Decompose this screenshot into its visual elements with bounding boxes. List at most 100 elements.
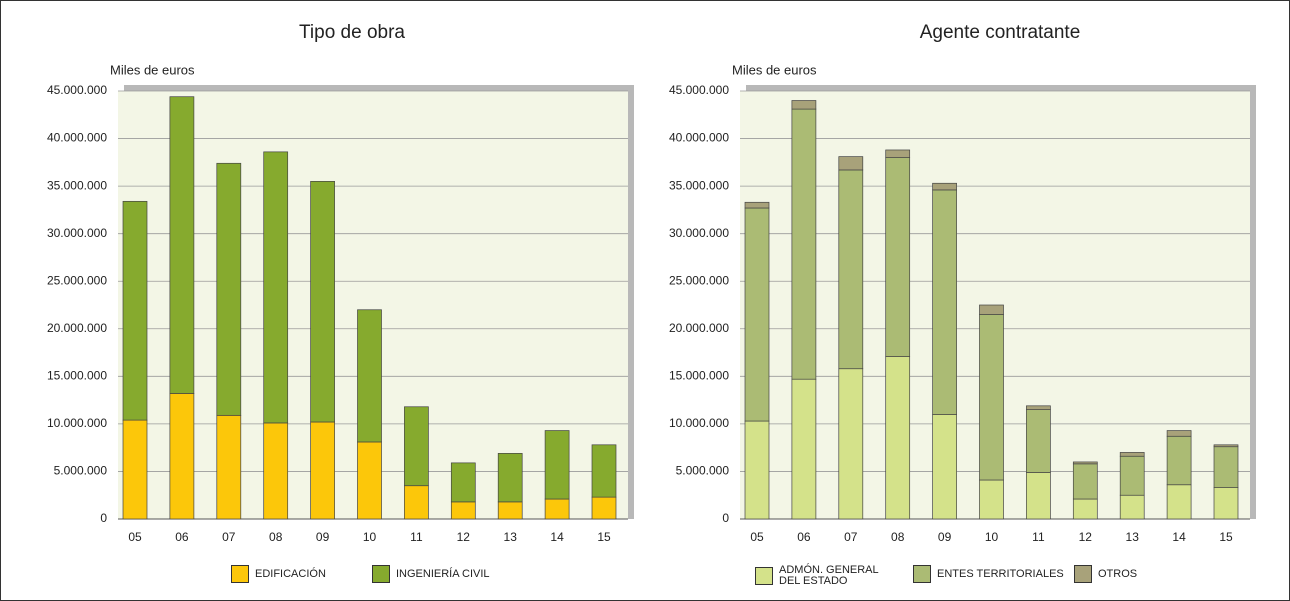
legend-item: OTROS bbox=[1074, 565, 1137, 583]
y-tick-label: 5.000.000 bbox=[676, 464, 730, 478]
y-tick-label: 5.000.000 bbox=[54, 464, 108, 478]
bar-segment bbox=[744, 201, 770, 209]
legend-label: OTROS bbox=[1098, 567, 1138, 580]
legend-item: INGENIERÍA CIVIL bbox=[372, 565, 490, 583]
bar-segment bbox=[169, 393, 195, 520]
bar-segment bbox=[885, 157, 911, 357]
legend-label: ENTES TERRITORIALES bbox=[937, 567, 1064, 580]
y-tick-label: 20.000.000 bbox=[669, 321, 729, 335]
bar-segment bbox=[404, 406, 429, 487]
bar-segment bbox=[1026, 472, 1051, 520]
bar-segment bbox=[263, 422, 289, 520]
x-tick-label: 12 bbox=[457, 530, 471, 544]
bar-segment bbox=[263, 151, 289, 424]
bar-segment bbox=[357, 441, 382, 520]
bar-segment bbox=[122, 419, 148, 520]
bar-segment bbox=[1166, 484, 1192, 520]
legend-swatch bbox=[913, 565, 931, 583]
x-tick-label: 09 bbox=[316, 530, 330, 544]
bar-segment bbox=[838, 169, 864, 370]
bar-segment bbox=[1026, 409, 1051, 473]
bar-segment bbox=[357, 309, 382, 443]
bar-segment bbox=[791, 108, 817, 380]
bar-segment bbox=[497, 501, 523, 520]
x-tick-label: 13 bbox=[504, 530, 518, 544]
bar-segment bbox=[979, 304, 1004, 315]
bar-segment bbox=[544, 430, 570, 500]
bar-segment bbox=[1213, 444, 1239, 448]
x-tick-label: 07 bbox=[844, 530, 858, 544]
bar-segment bbox=[404, 485, 429, 520]
chart-title: Tipo de obra bbox=[299, 22, 405, 43]
bar-segment bbox=[1119, 455, 1145, 496]
bar-segment bbox=[932, 182, 957, 191]
y-tick-label: 15.000.000 bbox=[47, 369, 107, 383]
bar-segment bbox=[885, 356, 911, 520]
bar-segment bbox=[310, 421, 335, 520]
x-tick-label: 13 bbox=[1126, 530, 1140, 544]
y-tick-label: 0 bbox=[100, 511, 107, 525]
y-tick-label: 25.000.000 bbox=[669, 273, 729, 287]
y-axis-label: Miles de euros bbox=[732, 62, 817, 77]
bar-segment bbox=[979, 314, 1004, 481]
x-tick-label: 12 bbox=[1079, 530, 1093, 544]
bar-segment bbox=[591, 444, 617, 498]
y-tick-label: 0 bbox=[722, 511, 729, 525]
bar-segment bbox=[1026, 405, 1051, 410]
y-tick-label: 40.000.000 bbox=[669, 131, 729, 145]
legend-swatch bbox=[755, 567, 773, 585]
bar-segment bbox=[216, 414, 242, 520]
legend-swatch bbox=[372, 565, 390, 583]
bar-segment bbox=[1119, 494, 1145, 520]
bar-segment bbox=[838, 368, 864, 520]
chart-title: Agente contratante bbox=[920, 22, 1081, 43]
bar-segment bbox=[979, 479, 1004, 520]
legend-item: ENTES TERRITORIALES bbox=[913, 565, 1064, 583]
y-axis-label: Miles de euros bbox=[110, 62, 195, 77]
bar-segment bbox=[1166, 430, 1192, 437]
bar-segment bbox=[1072, 463, 1098, 500]
bar-segment bbox=[169, 96, 195, 394]
x-tick-label: 05 bbox=[750, 530, 764, 544]
x-tick-label: 06 bbox=[175, 530, 189, 544]
bar-segment bbox=[838, 156, 864, 171]
x-tick-label: 08 bbox=[269, 530, 283, 544]
legend-item: ADMÓN. GENERAL DEL ESTADO bbox=[755, 565, 879, 587]
x-tick-label: 09 bbox=[938, 530, 952, 544]
bar-segment bbox=[310, 181, 335, 423]
bar-segment bbox=[791, 378, 817, 520]
bar-segment bbox=[1119, 452, 1145, 457]
legend-item: EDIFICACIÓN bbox=[231, 565, 326, 583]
bar-segment bbox=[544, 498, 570, 520]
bar-segment bbox=[885, 149, 911, 158]
bar-segment bbox=[1166, 435, 1192, 486]
bar-segment bbox=[744, 207, 770, 422]
legend-swatch bbox=[231, 565, 249, 583]
x-tick-label: 07 bbox=[222, 530, 236, 544]
x-tick-label: 15 bbox=[597, 530, 611, 544]
y-tick-label: 40.000.000 bbox=[47, 131, 107, 145]
y-tick-label: 45.000.000 bbox=[47, 83, 107, 97]
bar-segment bbox=[216, 162, 242, 416]
x-tick-label: 08 bbox=[891, 530, 905, 544]
y-tick-label: 10.000.000 bbox=[669, 416, 729, 430]
x-tick-label: 14 bbox=[550, 530, 564, 544]
legend-label: INGENIERÍA CIVIL bbox=[396, 567, 490, 580]
bar-segment bbox=[450, 462, 476, 503]
x-tick-label: 15 bbox=[1219, 530, 1233, 544]
bar-segment bbox=[591, 496, 617, 520]
x-tick-label: 06 bbox=[797, 530, 811, 544]
y-tick-label: 35.000.000 bbox=[47, 178, 107, 192]
legend-label: EDIFICACIÓN bbox=[255, 567, 326, 580]
y-tick-label: 10.000.000 bbox=[47, 416, 107, 430]
bar-segment bbox=[1213, 446, 1239, 488]
bar-segment bbox=[744, 420, 770, 520]
bar-segment bbox=[791, 100, 817, 110]
y-tick-label: 15.000.000 bbox=[669, 369, 729, 383]
bar-segment bbox=[497, 453, 523, 503]
y-tick-label: 20.000.000 bbox=[47, 321, 107, 335]
y-tick-label: 25.000.000 bbox=[47, 273, 107, 287]
x-tick-label: 11 bbox=[1032, 530, 1045, 544]
